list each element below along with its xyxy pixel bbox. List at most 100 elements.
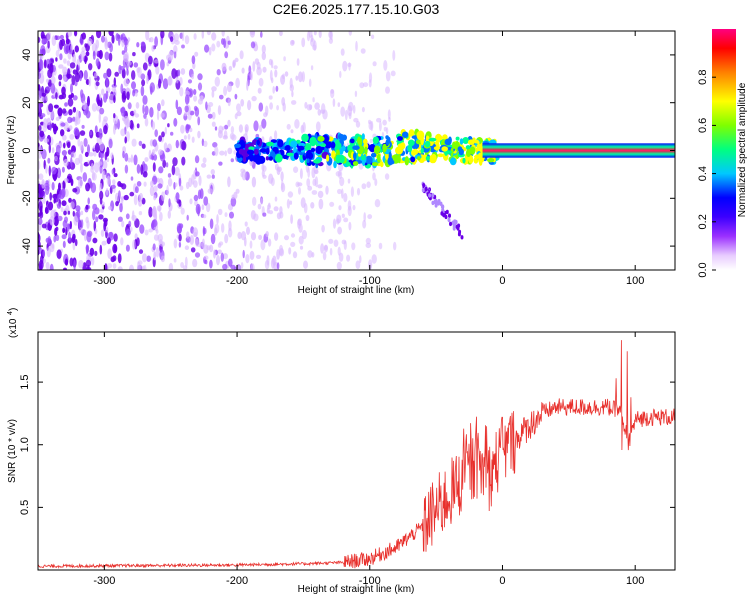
noise-speck <box>61 234 67 240</box>
noise-speck <box>361 183 367 190</box>
noise-speck <box>337 226 342 235</box>
noise-speck <box>142 104 145 114</box>
noise-speck <box>72 233 76 241</box>
noise-speck <box>142 62 148 71</box>
signal-blob <box>467 139 475 145</box>
noise-speck <box>153 251 156 261</box>
noise-speck <box>163 142 168 152</box>
noise-speck <box>153 234 160 241</box>
noise-speck <box>253 120 259 132</box>
noise-speck <box>279 31 283 37</box>
noise-speck <box>333 239 339 247</box>
noise-speck <box>249 240 253 249</box>
noise-speck <box>268 173 274 184</box>
noise-speck <box>45 261 50 270</box>
colorbar-label: Normalized spectral amplitude <box>737 82 748 217</box>
noise-speck <box>53 125 59 132</box>
noise-speck <box>103 125 108 135</box>
noise-speck <box>343 217 349 223</box>
noise-speck <box>63 158 69 167</box>
tail-blob <box>440 211 444 216</box>
noise-speck <box>209 259 213 269</box>
noise-speck <box>174 182 178 187</box>
noise-speck <box>241 67 245 74</box>
noise-speck <box>202 226 206 237</box>
noise-speck <box>317 184 323 189</box>
noise-speck <box>45 180 49 185</box>
noise-speck <box>72 188 78 193</box>
signal-blob <box>254 155 263 165</box>
signal-blob <box>349 138 355 144</box>
noise-speck <box>60 122 66 127</box>
noise-speck <box>86 220 90 229</box>
noise-speck <box>118 190 121 200</box>
noise-speck <box>83 70 88 81</box>
noise-speck <box>356 187 361 196</box>
noise-speck <box>172 157 178 167</box>
noise-speck <box>257 87 262 94</box>
noise-speck <box>59 34 64 40</box>
noise-speck <box>151 207 157 218</box>
noise-speck <box>181 31 185 42</box>
noise-speck <box>142 95 148 105</box>
x-tick-label: 100 <box>626 275 644 287</box>
signal-blob <box>266 141 274 147</box>
tail-blob <box>448 213 451 218</box>
noise-speck <box>230 158 234 163</box>
noise-speck <box>237 231 242 239</box>
noise-speck <box>95 216 99 223</box>
noise-speck <box>85 259 92 267</box>
noise-speck <box>206 245 212 251</box>
noise-speck <box>152 139 158 147</box>
noise-speck <box>337 188 342 195</box>
noise-speck <box>252 196 257 206</box>
noise-speck <box>123 194 129 201</box>
noise-speck <box>183 135 187 140</box>
noise-speck <box>236 111 242 117</box>
noise-speck <box>148 228 154 233</box>
noise-speck <box>121 39 125 48</box>
noise-speck <box>311 190 318 195</box>
noise-speck <box>261 44 266 54</box>
noise-speck <box>322 251 327 261</box>
noise-speck <box>133 62 139 68</box>
noise-speck <box>220 252 224 262</box>
noise-speck <box>78 178 83 189</box>
noise-speck <box>39 130 45 138</box>
noise-speck <box>94 228 98 235</box>
noise-speck <box>211 86 217 92</box>
noise-speck <box>328 37 333 44</box>
noise-speck <box>267 238 272 247</box>
noise-speck <box>340 48 345 56</box>
noise-speck <box>208 46 212 56</box>
noise-speck <box>85 244 90 252</box>
noise-speck <box>176 106 182 116</box>
noise-speck <box>224 212 228 218</box>
noise-speck <box>64 102 68 107</box>
noise-speck <box>337 102 341 107</box>
signal-blob <box>357 136 361 145</box>
noise-speck <box>374 178 378 186</box>
signal-blob <box>437 135 443 141</box>
noise-speck <box>99 190 104 200</box>
noise-speck <box>149 185 155 197</box>
noise-speck <box>65 38 70 45</box>
signal-blob <box>333 160 337 169</box>
x-tick-label: -300 <box>93 275 115 287</box>
noise-speck <box>39 90 42 99</box>
colorbar-tick-label: 0.8 <box>697 70 709 85</box>
signal-blob <box>299 153 304 160</box>
noise-speck <box>392 50 396 61</box>
noise-speck <box>55 234 60 241</box>
noise-speck <box>124 45 128 53</box>
noise-speck <box>108 52 113 62</box>
noise-speck <box>78 218 81 229</box>
noise-speck <box>273 65 278 70</box>
noise-speck <box>112 91 116 97</box>
noise-speck <box>82 172 88 182</box>
noise-speck <box>69 134 75 140</box>
spectrogram-xlabel: Height of straight line (km) <box>298 285 415 296</box>
noise-speck <box>140 85 145 97</box>
noise-speck <box>180 207 185 215</box>
noise-speck <box>61 166 65 173</box>
